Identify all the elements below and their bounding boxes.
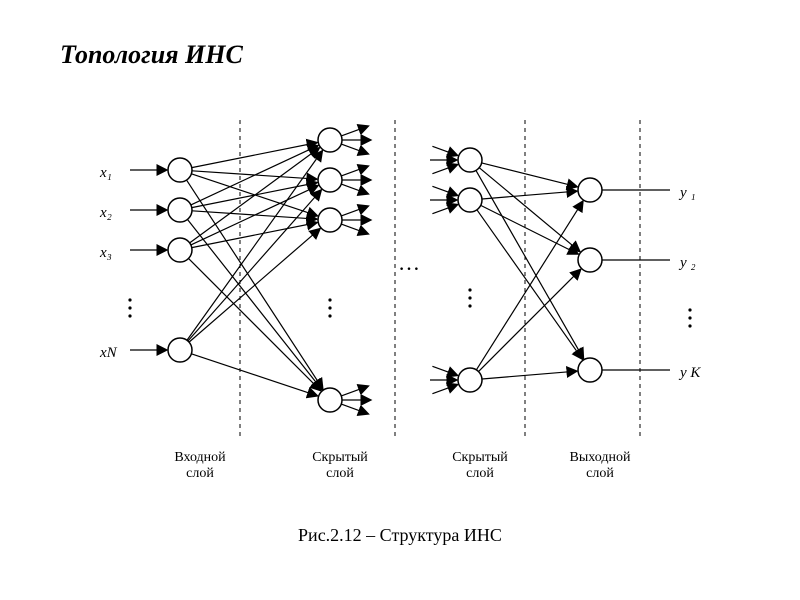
figure-caption: Рис.2.12 – Структура ИНС xyxy=(0,525,800,546)
layer-label: Скрытый слой xyxy=(300,450,380,482)
ellipsis: … xyxy=(398,250,422,276)
network-diagram xyxy=(0,0,800,600)
output-label: y K xyxy=(680,365,700,382)
input-label: xN xyxy=(100,345,117,362)
layer-label: Выходной слой xyxy=(560,450,640,482)
input-label: x₁ xyxy=(100,165,112,182)
output-label: y ₁ xyxy=(680,185,696,202)
output-label: y ₂ xyxy=(680,255,696,272)
input-label: x₃ xyxy=(100,245,112,262)
layer-label: Скрытый слой xyxy=(440,450,520,482)
layer-label: Входной слой xyxy=(160,450,240,482)
input-label: x₂ xyxy=(100,205,112,222)
